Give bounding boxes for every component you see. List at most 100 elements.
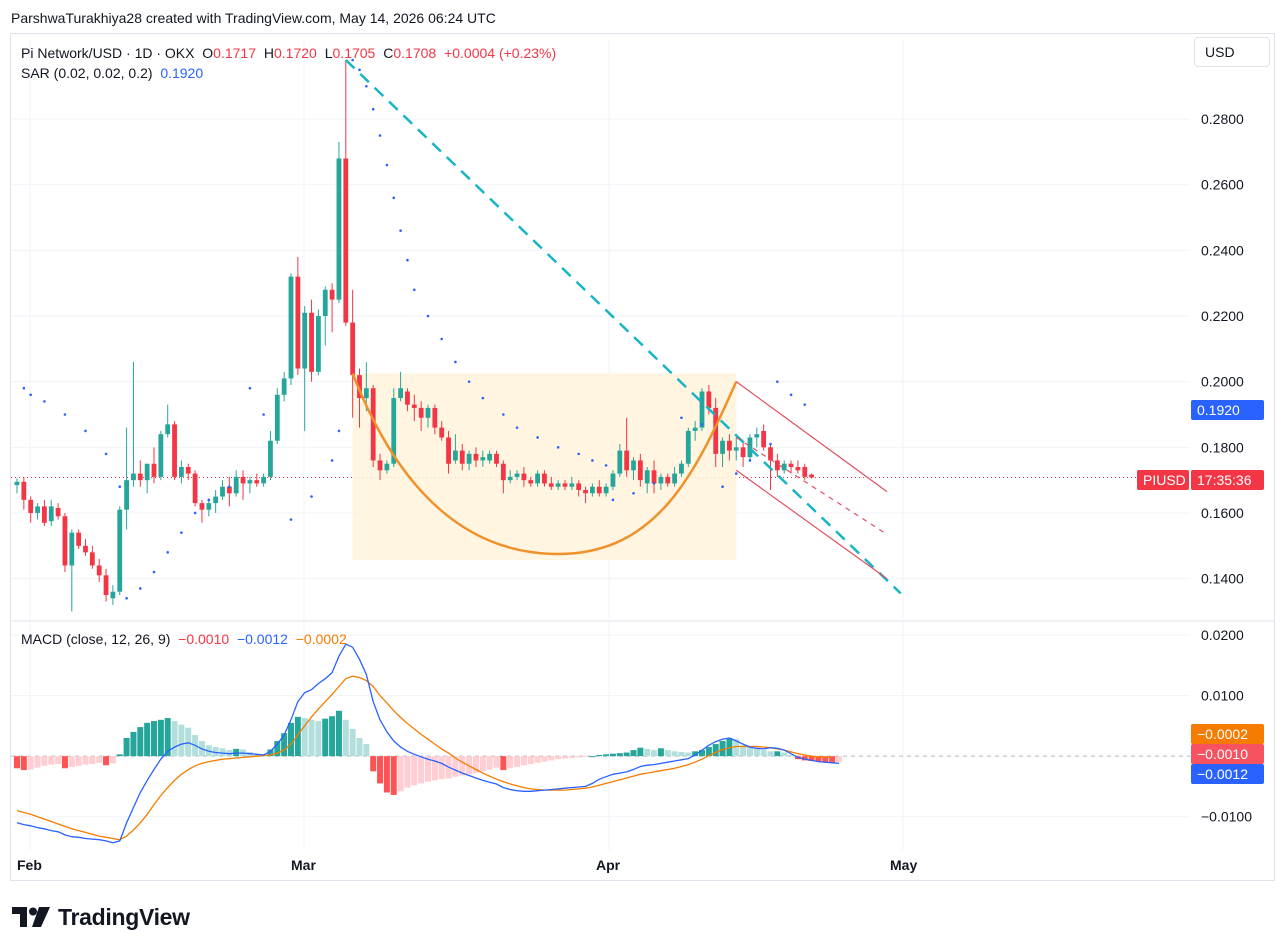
candle-body (747, 437, 753, 458)
macd-histogram-bar (781, 752, 788, 757)
candle-body (713, 407, 719, 454)
macd-histogram-bar (575, 756, 582, 758)
macd-histogram-bar (315, 721, 322, 757)
macd-histogram-bar (185, 727, 192, 757)
macd-histogram-bar (137, 727, 144, 757)
candle-body (165, 424, 171, 435)
candle-body (658, 476, 664, 484)
macd-histogram-bar (130, 731, 137, 757)
candle-body (172, 424, 177, 477)
candle-body (21, 481, 27, 500)
macd-histogram-bar (527, 756, 534, 765)
macd-histogram-bar (774, 751, 781, 757)
sar-dot (399, 229, 402, 232)
candle-body (268, 440, 273, 477)
low-label: L (324, 45, 333, 61)
candle-body (569, 483, 575, 487)
candle-body (644, 470, 650, 484)
candle-body (795, 467, 801, 471)
sar-dot (125, 597, 128, 600)
sar-dot (700, 423, 704, 426)
macd-histogram-bar (68, 756, 75, 768)
macd-histogram-bar (753, 748, 760, 757)
sar-dot (776, 380, 779, 383)
candle-body (466, 453, 472, 464)
macd-histogram-bar (637, 747, 644, 757)
sar-dot (337, 429, 341, 433)
sar-dot (371, 107, 375, 111)
candle-body (185, 467, 191, 474)
macd-histogram-bar (808, 756, 815, 762)
macd-histogram-bar (486, 756, 493, 770)
candle-body (35, 506, 40, 513)
macd-signal-tag: −0.0002 (1191, 724, 1264, 744)
candle-body (514, 473, 520, 477)
macd-histogram-bar (41, 756, 48, 766)
price-tick-label: 0.1600 (1201, 505, 1244, 521)
macd-histogram-bar (164, 718, 171, 757)
macd-histogram-bar (788, 754, 795, 757)
sar-dot (84, 429, 87, 433)
open-value: 0.1717 (213, 45, 256, 61)
macd-histogram-bar (89, 756, 96, 765)
macd-histogram-bar (370, 756, 377, 772)
candle-body (542, 473, 547, 484)
macd-histogram-bar (438, 756, 445, 780)
candle-body (590, 486, 595, 494)
macd-histogram-bar (253, 753, 260, 757)
candle-body (576, 483, 582, 490)
macd-label[interactable]: MACD (close, 12, 26, 9) (21, 631, 171, 647)
candle-body (754, 434, 760, 438)
macd-histogram-bar (349, 728, 356, 757)
candle-body (768, 447, 773, 461)
macd-histogram-bar (699, 750, 705, 757)
candle-body (788, 463, 794, 468)
candle-body (446, 437, 451, 464)
macd-histogram-bar (815, 756, 822, 762)
macd-pane (11, 643, 1190, 844)
candle-body (28, 499, 34, 513)
currency-button[interactable]: USD (1194, 37, 1270, 67)
candle-body (624, 450, 630, 471)
candle-body (405, 391, 410, 405)
sar-dot (721, 485, 724, 489)
candle-body (528, 480, 534, 484)
candle-body (322, 289, 328, 317)
macd-histogram-bar (329, 716, 336, 757)
candle-body (665, 476, 671, 484)
macd-histogram-bar (609, 753, 616, 757)
candle-body (733, 447, 739, 451)
candle-body (459, 450, 465, 464)
candle-body (62, 516, 68, 566)
sar-dot (166, 551, 169, 554)
macd-histogram-bar (418, 756, 425, 784)
candle-body (137, 473, 143, 481)
macd-histogram-bar (671, 751, 678, 757)
sar-dot (789, 393, 793, 397)
countdown-tag: 17:35:36 (1191, 470, 1264, 490)
macd-legend: MACD (close, 12, 26, 9) −0.0010 −0.0012 … (21, 631, 347, 647)
macd-histogram-bar (829, 756, 836, 763)
candle-body (685, 430, 691, 464)
sar-dot (118, 485, 122, 489)
candle-body (274, 394, 280, 441)
low-value: 0.1705 (332, 45, 376, 61)
macd-histogram-bar (589, 756, 596, 758)
candle-body (117, 509, 123, 592)
candle-body (774, 460, 780, 471)
tradingview-logo[interactable]: TradingView (12, 903, 190, 931)
candle-body (535, 473, 540, 484)
macd-histogram-bar (82, 756, 89, 765)
candle-body (610, 473, 616, 487)
symbol-label[interactable]: Pi Network/USD · 1D · OKX (21, 45, 195, 61)
macd-histogram-bar (274, 741, 281, 757)
pattern-annotations (352, 373, 737, 560)
sar-label[interactable]: SAR (0.02, 0.02, 0.2) (21, 65, 153, 81)
sar-dot (139, 587, 142, 590)
price-tick-label: 0.2000 (1201, 374, 1244, 390)
candle-body (761, 430, 767, 448)
price-tick-label: 0.2600 (1201, 177, 1244, 193)
candle-body (329, 289, 335, 300)
sar-dot (104, 452, 108, 456)
